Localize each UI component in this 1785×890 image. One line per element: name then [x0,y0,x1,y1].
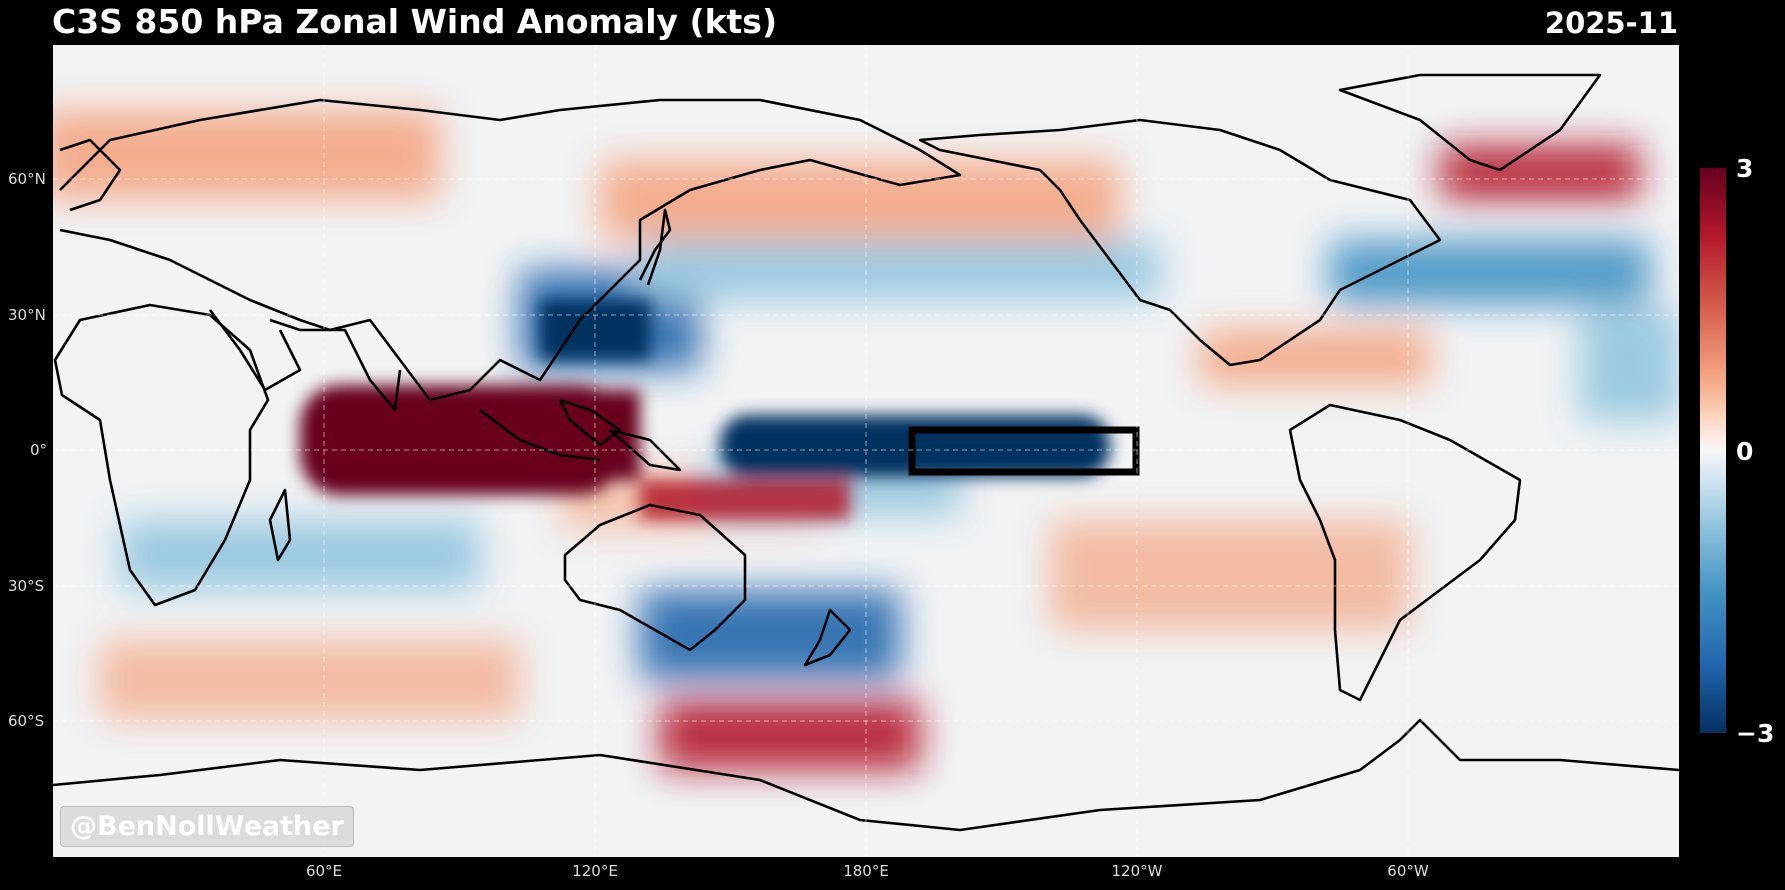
nino-region-box [908,426,1140,476]
gridlines [53,45,1679,857]
coastlines [53,73,1679,832]
colorbar-mid-label: 0 [1736,437,1754,466]
lon-label-120e: 120°E [572,862,618,880]
lat-label-eq: 0° [30,441,48,459]
watermark-badge: @BenNollWeather [60,806,354,847]
colorbar-max-label: 3 [1736,154,1754,183]
lat-label-60s: 60°S [8,712,45,730]
colorbar-min-label: −3 [1736,719,1775,748]
lon-label-120w: 120°W [1111,862,1163,880]
lat-label-30s: 30°S [8,577,45,595]
lon-label-60e: 60°E [305,862,343,880]
lat-label-60n: 60°N [8,170,46,188]
colorbar [1700,168,1726,733]
lon-label-180e: 180°E [843,862,889,880]
lat-label-30n: 30°N [8,306,46,324]
map-date: 2025-11 [1544,6,1678,40]
lon-label-60w: 60°W [1387,862,1429,880]
map-title: C3S 850 hPa Zonal Wind Anomaly (kts) [52,2,778,41]
